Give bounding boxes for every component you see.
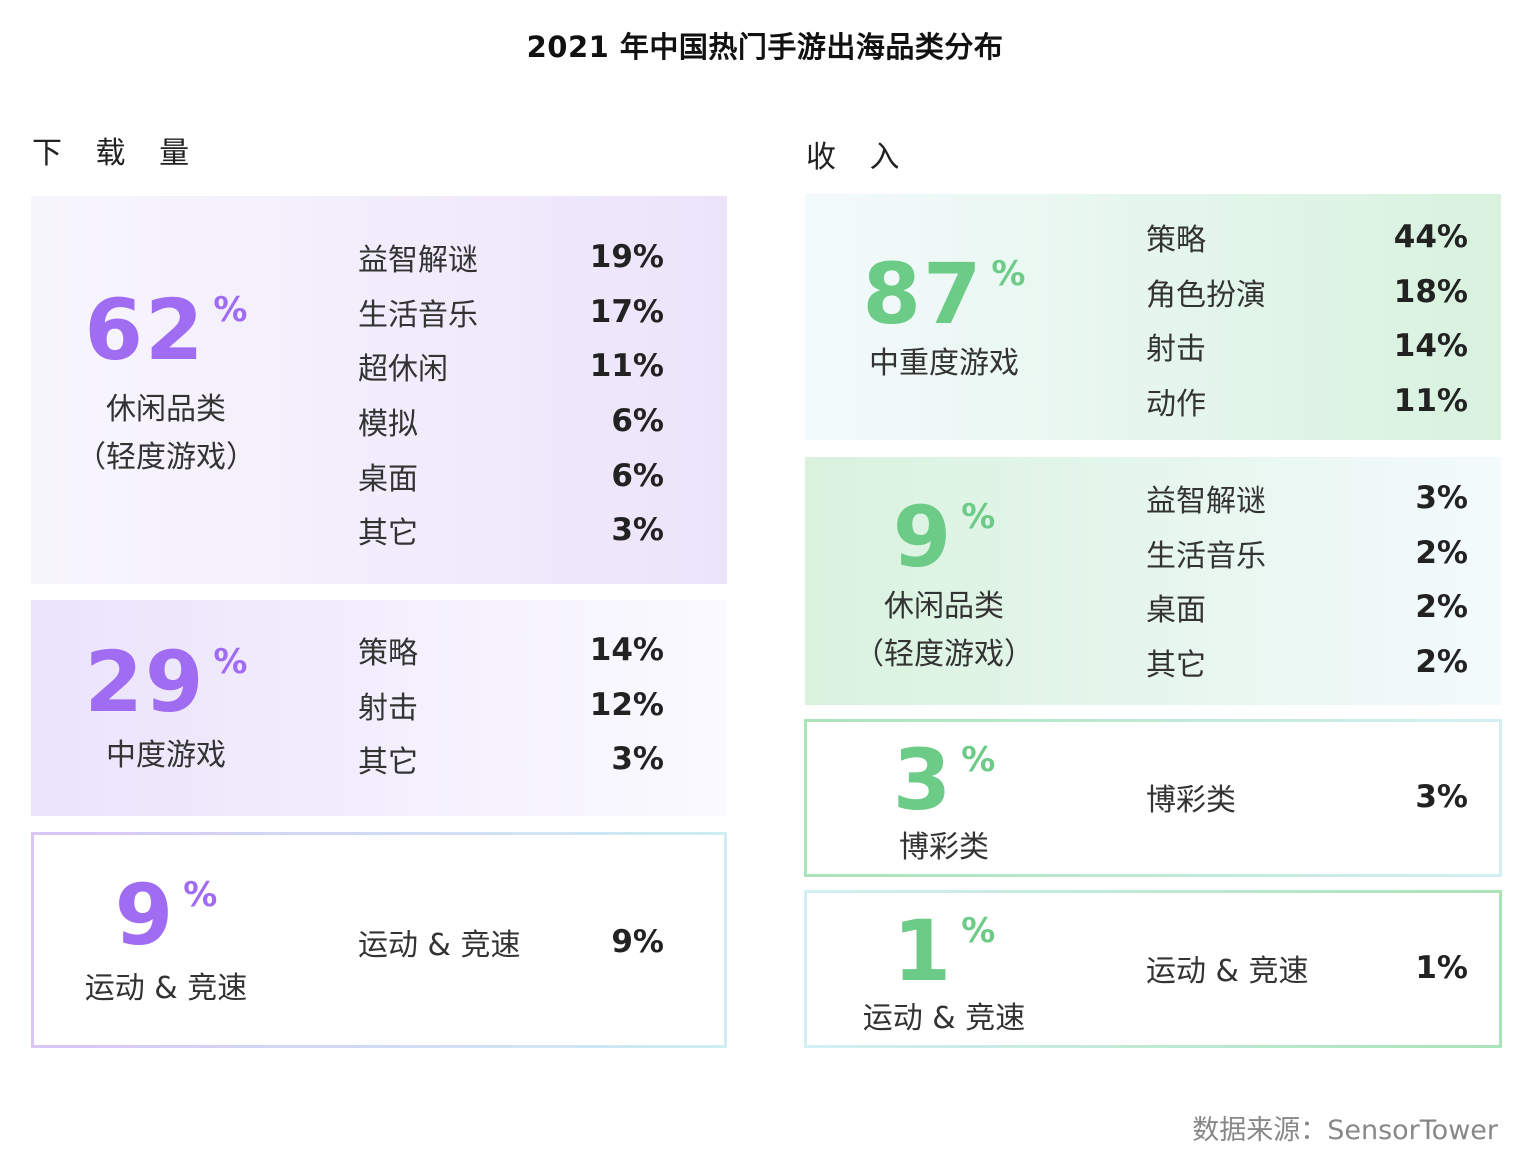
list-item: 其它 2% [1146,635,1468,690]
item-value: 18% [1393,273,1468,310]
revenue-section-title: 收 入 [806,140,912,175]
revenue-sports-card: 1% 运动 & 竞速 运动 & 竞速 1% [804,890,1502,1048]
download-midcore-label: 中度游戏 [106,738,226,773]
list-item: 生活音乐 17% [358,285,664,340]
item-value: 11% [589,348,664,385]
item-name: 动作 [1146,387,1206,423]
download-casual-label: 休闲品类 [106,392,226,427]
item-value: 17% [589,293,664,330]
chart-title: 2021 年中国热门手游出海品类分布 [526,30,1004,64]
download-sports-label: 运动 & 竞速 [84,971,248,1006]
list-item: 运动 & 竞速 1% [1146,941,1468,996]
item-name: 射击 [358,690,418,726]
download-midcore-share: 29 [84,633,206,731]
item-value: 6% [611,403,664,440]
item-name: 桌面 [1146,593,1206,629]
item-value: 2% [1415,534,1468,571]
download-casual-share: 62 [84,281,206,379]
list-item: 博彩类 3% [1146,770,1468,825]
list-item: 益智解谜 3% [1146,471,1468,526]
item-value: 11% [1393,383,1468,420]
revenue-casual-label: 休闲品类 [884,589,1004,624]
list-item: 其它 3% [358,503,664,558]
item-value: 19% [589,239,664,276]
list-item: 桌面 6% [358,448,664,503]
item-name: 运动 & 竞速 [358,928,521,964]
percent-sign: % [991,254,1026,294]
download-sports-share: 9 [114,866,176,964]
item-name: 策略 [358,636,418,672]
download-casual-sublabel: （轻度游戏） [76,440,256,475]
download-sports-card: 9% 运动 & 竞速 运动 & 竞速 9% [31,832,727,1048]
list-item: 策略 44% [1146,210,1468,265]
item-name: 益智解谜 [358,243,478,279]
item-value: 3% [611,512,664,549]
list-item: 动作 11% [1146,374,1468,429]
list-item: 其它 3% [358,732,664,787]
item-name: 益智解谜 [1146,484,1266,520]
revenue-casual-sublabel: （轻度游戏） [854,637,1034,672]
list-item: 益智解谜 19% [358,230,664,285]
item-name: 其它 [358,516,418,552]
percent-sign: % [961,740,996,780]
list-item: 生活音乐 2% [1146,526,1468,581]
item-value: 3% [611,741,664,778]
item-name: 超休闲 [358,352,448,388]
list-item: 模拟 6% [358,394,664,449]
item-name: 策略 [1146,223,1206,259]
item-value: 12% [589,686,664,723]
percent-sign: % [961,497,996,537]
data-source: 数据来源：SensorTower [1192,1115,1498,1146]
revenue-gambling-label: 博彩类 [899,830,989,865]
revenue-sports-share: 1 [892,902,954,1000]
item-name: 模拟 [358,407,418,443]
item-name: 生活音乐 [358,297,478,333]
download-midcore-card: 29% 中度游戏 策略 14% 射击 12% 其它 3% [31,600,727,816]
percent-sign: % [213,642,248,682]
download-casual-card: 62% 休闲品类 （轻度游戏） 益智解谜 19% 生活音乐 17% 超休闲 11% 模… [31,196,727,584]
item-value: 44% [1393,219,1468,256]
percent-sign: % [961,911,996,951]
revenue-gambling-share: 3 [892,731,954,829]
item-name: 博彩类 [1146,783,1236,819]
item-name: 运动 & 竞速 [1146,954,1309,990]
list-item: 超休闲 11% [358,339,664,394]
revenue-midheavy-share: 87 [862,245,984,343]
downloads-section-title: 下 载 量 [32,136,202,171]
item-name: 其它 [358,745,418,781]
list-item: 角色扮演 18% [1146,265,1468,320]
item-value: 2% [1415,644,1468,681]
item-value: 2% [1415,589,1468,626]
item-value: 3% [1415,779,1468,816]
list-item: 桌面 2% [1146,580,1468,635]
list-item: 射击 12% [358,678,664,733]
item-value: 1% [1415,950,1468,987]
item-name: 桌面 [358,461,418,497]
item-name: 生活音乐 [1146,538,1266,574]
item-value: 14% [1393,328,1468,365]
percent-sign: % [183,875,218,915]
revenue-gambling-card: 3% 博彩类 博彩类 3% [804,719,1502,877]
item-value: 14% [589,632,664,669]
item-name: 角色扮演 [1146,277,1266,313]
item-value: 6% [611,457,664,494]
revenue-midheavy-card: 87% 中重度游戏 策略 44% 角色扮演 18% 射击 14% 动作 11% [805,194,1501,440]
revenue-sports-label: 运动 & 竞速 [862,1001,1026,1036]
revenue-casual-card: 9% 休闲品类 （轻度游戏） 益智解谜 3% 生活音乐 2% 桌面 2% 其它 2% [805,457,1501,705]
item-name: 其它 [1146,648,1206,684]
revenue-midheavy-label: 中重度游戏 [869,346,1019,381]
list-item: 策略 14% [358,623,664,678]
list-item: 运动 & 竞速 9% [358,915,664,970]
revenue-casual-share: 9 [892,488,954,586]
list-item: 射击 14% [1146,319,1468,374]
item-value: 3% [1415,480,1468,517]
item-value: 9% [611,924,664,961]
percent-sign: % [213,290,248,330]
item-name: 射击 [1146,332,1206,368]
